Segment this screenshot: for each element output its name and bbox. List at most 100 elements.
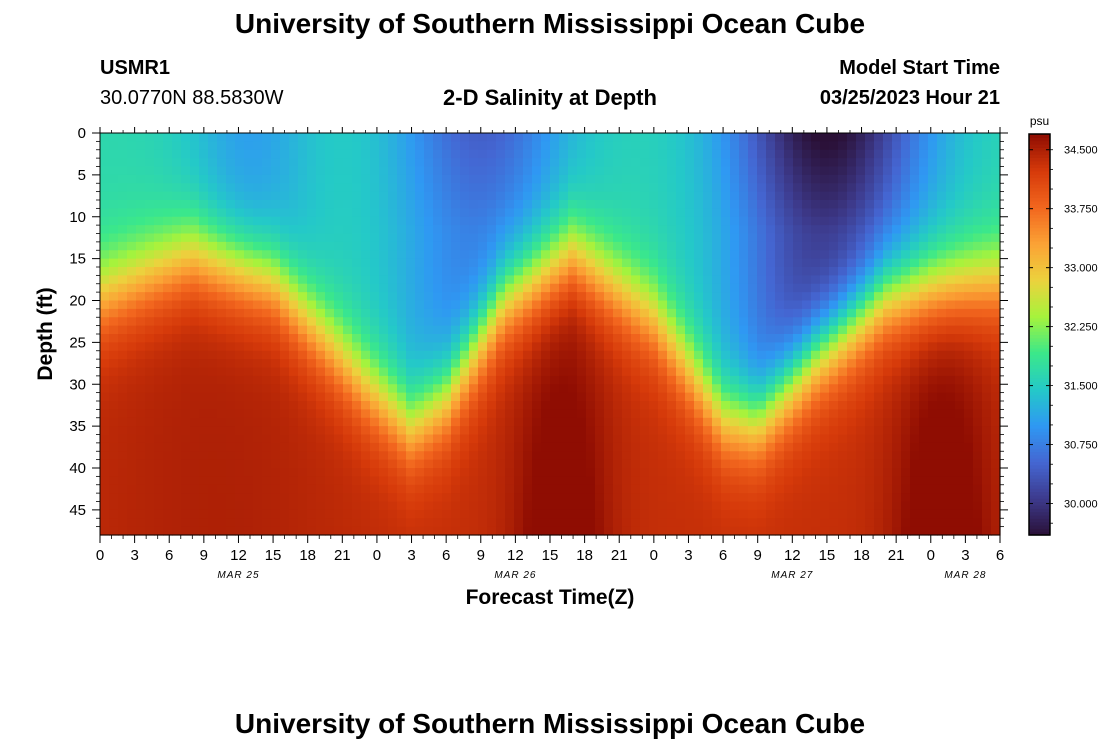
heatmap-cell — [748, 409, 758, 419]
heatmap-cell — [919, 258, 929, 268]
heatmap-cell — [649, 258, 659, 268]
heatmap-cell — [802, 300, 812, 310]
heatmap-cell — [397, 258, 407, 268]
heatmap-cell — [253, 283, 263, 293]
heatmap-cell — [739, 451, 749, 461]
heatmap-cell — [703, 200, 713, 209]
heatmap-cell — [991, 250, 1001, 260]
heatmap-cell — [757, 493, 767, 503]
heatmap-cell — [442, 283, 452, 293]
heatmap-cell — [703, 292, 713, 302]
heatmap-cell — [208, 191, 218, 201]
heatmap-cell — [433, 317, 443, 327]
heatmap-cell — [505, 334, 515, 343]
heatmap-cell — [613, 451, 623, 461]
heatmap-cell — [244, 250, 254, 260]
heatmap-cell — [631, 250, 641, 260]
heatmap-cell — [676, 283, 686, 293]
heatmap-cell — [874, 367, 884, 377]
heatmap-cell — [874, 518, 884, 528]
heatmap-cell — [370, 501, 380, 511]
heatmap-cell — [496, 401, 506, 410]
heatmap-cell — [622, 208, 632, 218]
heatmap-cell — [910, 434, 920, 444]
heatmap-cell — [280, 401, 290, 410]
heatmap-cell — [208, 401, 218, 410]
heatmap-cell — [172, 250, 182, 260]
heatmap-cell — [109, 292, 119, 302]
heatmap-cell — [874, 334, 884, 343]
heatmap-cell — [370, 334, 380, 343]
heatmap-cell — [622, 158, 632, 168]
heatmap-cell — [280, 133, 290, 142]
heatmap-cell — [100, 384, 110, 394]
heatmap-cell — [685, 375, 695, 385]
heatmap-cell — [892, 300, 902, 310]
heatmap-cell — [244, 233, 254, 243]
heatmap-cell — [910, 426, 920, 436]
heatmap-cell — [100, 451, 110, 461]
heatmap-cell — [703, 300, 713, 310]
heatmap-cell — [766, 275, 776, 285]
heatmap-cell — [613, 442, 623, 452]
heatmap-cell — [811, 174, 821, 184]
heatmap-cell — [136, 334, 146, 343]
heatmap-cell — [145, 241, 155, 251]
heatmap-cell — [559, 174, 569, 184]
heatmap-cell — [964, 216, 974, 226]
heatmap-cell — [649, 191, 659, 201]
heatmap-cell — [829, 250, 839, 260]
heatmap-cell — [730, 451, 740, 461]
heatmap-cell — [919, 200, 929, 209]
heatmap-cell — [964, 325, 974, 335]
heatmap-cell — [136, 275, 146, 285]
heatmap-cell — [163, 275, 173, 285]
heatmap-cell — [910, 484, 920, 494]
heatmap-cell — [217, 300, 227, 310]
heatmap-cell — [109, 501, 119, 511]
heatmap-cell — [550, 325, 560, 335]
heatmap-cell — [559, 325, 569, 335]
heatmap-cell — [613, 342, 623, 352]
heatmap-cell — [127, 509, 137, 519]
heatmap-cell — [550, 133, 560, 142]
heatmap-cell — [658, 484, 668, 494]
heatmap-cell — [262, 375, 272, 385]
heatmap-cell — [640, 250, 650, 260]
heatmap-cell — [685, 342, 695, 352]
heatmap-cell — [577, 417, 587, 427]
heatmap-cell — [640, 342, 650, 352]
heatmap-cell — [577, 518, 587, 528]
heatmap-cell — [118, 392, 128, 402]
heatmap-cell — [784, 417, 794, 427]
heatmap-cell — [865, 359, 875, 369]
heatmap-cell — [640, 392, 650, 402]
heatmap-cell — [811, 367, 821, 377]
heatmap-cell — [181, 292, 191, 302]
heatmap-cell — [667, 275, 677, 285]
heatmap-cell — [856, 375, 866, 385]
heatmap-cell — [217, 518, 227, 528]
heatmap-cell — [487, 267, 497, 276]
date-label: MAR 28 — [944, 570, 986, 581]
heatmap-cell — [307, 191, 317, 201]
heatmap-cell — [775, 518, 785, 528]
heatmap-cell — [325, 325, 335, 335]
heatmap-cell — [937, 191, 947, 201]
heatmap-cell — [568, 166, 578, 176]
heatmap-cell — [793, 484, 803, 494]
heatmap-cell — [541, 426, 551, 436]
heatmap-cell — [226, 476, 236, 486]
heatmap-cell — [505, 208, 515, 218]
heatmap-cell — [316, 183, 326, 193]
heatmap-cell — [244, 384, 254, 394]
heatmap-cell — [154, 275, 164, 285]
heatmap-cell — [811, 409, 821, 419]
heatmap-cell — [280, 275, 290, 285]
heatmap-cell — [991, 367, 1001, 377]
heatmap-cell — [946, 468, 956, 477]
heatmap-cell — [496, 250, 506, 260]
heatmap-cell — [595, 409, 605, 419]
heatmap-cell — [154, 200, 164, 209]
heatmap-cell — [226, 501, 236, 511]
